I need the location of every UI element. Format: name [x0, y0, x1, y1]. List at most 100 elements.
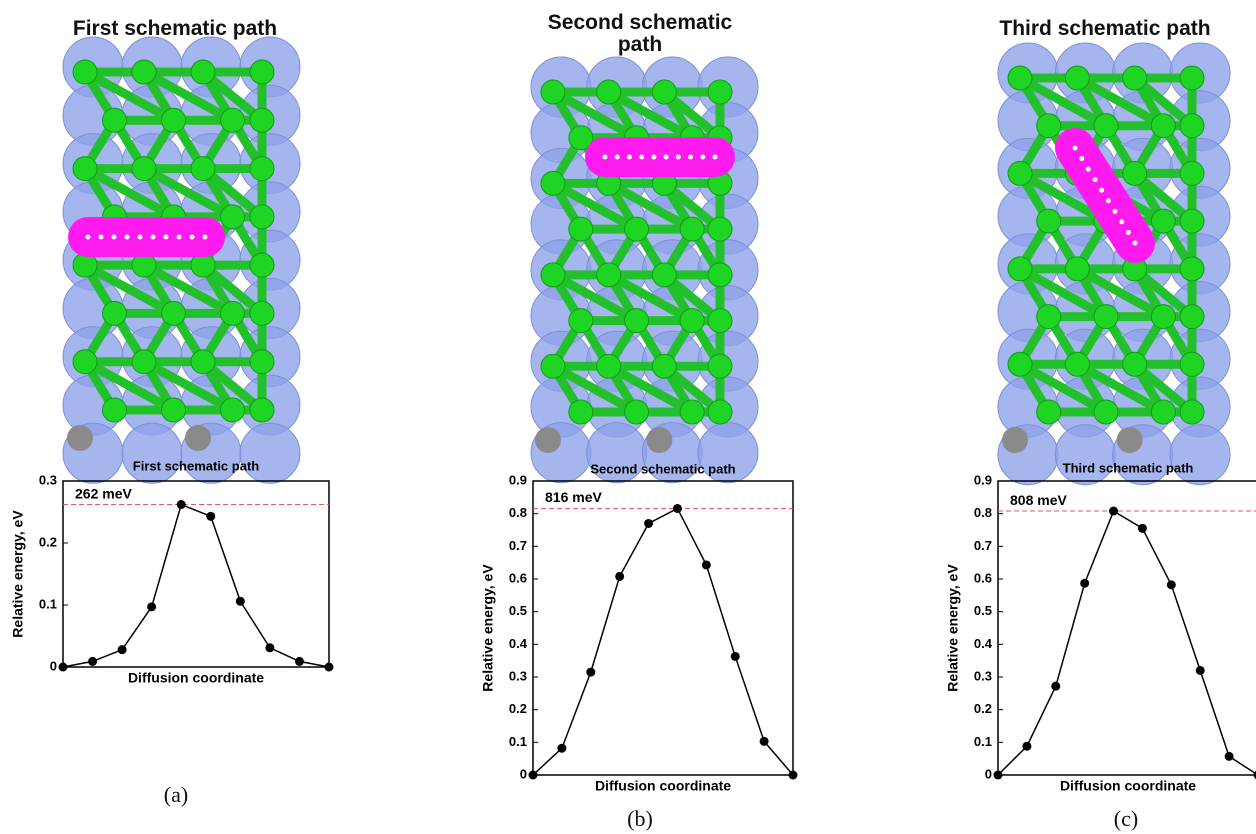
metal-atom	[161, 107, 186, 133]
path-point	[602, 154, 608, 160]
metal-atom	[624, 308, 649, 334]
path-point	[1099, 187, 1105, 193]
metal-atom	[220, 397, 245, 423]
data-point	[1224, 751, 1234, 761]
y-tick-label: 0.6	[974, 570, 992, 585]
data-point	[1022, 741, 1032, 751]
metal-atom	[679, 216, 705, 242]
path-point	[176, 234, 182, 240]
metal-atom	[1179, 351, 1205, 377]
y-tick-label: 0.4	[509, 636, 528, 651]
path-point	[651, 154, 657, 160]
metal-atom	[651, 79, 677, 105]
structure	[62, 36, 301, 484]
metal-atom	[161, 300, 186, 326]
bond	[1075, 74, 1166, 130]
data-point	[206, 511, 216, 521]
metal-atom	[596, 79, 622, 105]
path-point	[1079, 156, 1085, 162]
y-tick-label: 0.3	[509, 668, 527, 683]
x-axis-label: Diffusion coordinate	[595, 778, 731, 794]
bond	[82, 68, 176, 125]
metal-atom	[190, 349, 216, 375]
metal-atom	[190, 59, 216, 85]
path-point	[150, 234, 156, 240]
bond	[1075, 264, 1166, 321]
metal-atom	[161, 397, 186, 423]
metal-atom	[568, 125, 594, 151]
data-point	[58, 662, 68, 672]
metal-atom	[1179, 208, 1205, 234]
metal-atom	[568, 308, 594, 334]
substrate-atom	[697, 422, 759, 484]
metal-atom	[1179, 113, 1205, 139]
metal-atom	[1007, 160, 1033, 186]
metal-atom	[1064, 351, 1090, 377]
path-point	[137, 234, 143, 240]
bond	[550, 270, 639, 325]
data-point	[88, 656, 98, 666]
structure-title: Third schematic path	[999, 17, 1211, 40]
y-tick-label: 0.7	[974, 538, 992, 553]
bond	[141, 357, 235, 414]
metal-atom	[72, 156, 98, 182]
panel-label: (b)	[627, 806, 653, 831]
y-tick-label: 0	[985, 766, 992, 781]
bond	[550, 88, 639, 142]
metal-atom	[1122, 351, 1148, 377]
bond	[1017, 264, 1109, 321]
bond	[550, 362, 639, 416]
data-point	[1253, 770, 1256, 780]
bond	[141, 68, 235, 125]
y-tick-label: 0.8	[509, 505, 527, 520]
annotation: 262 meV	[75, 485, 132, 501]
data-point	[1166, 580, 1176, 590]
plot-frame	[62, 480, 330, 668]
metal-atom	[707, 262, 733, 288]
metal-atom	[1179, 304, 1205, 330]
substrate-atom	[1169, 424, 1231, 486]
metal-atom	[1179, 399, 1205, 425]
metal-atom	[1007, 256, 1033, 282]
y-tick-label: 0.4	[974, 636, 993, 651]
path-point	[626, 154, 632, 160]
data-point	[615, 571, 625, 581]
plot-frame	[532, 480, 794, 776]
metal-atom	[102, 300, 127, 326]
y-tick-label: 0	[520, 766, 527, 781]
chart-title: Third schematic path	[1063, 460, 1194, 475]
panel-label: (a)	[163, 782, 189, 807]
chart-title: Second schematic path	[590, 461, 735, 476]
metal-atom	[1179, 256, 1205, 282]
structure-title: Second schematic path	[547, 11, 733, 56]
metal-atom	[1122, 160, 1148, 186]
y-axis-label: Relative energy, eV	[480, 564, 496, 692]
path-point	[202, 234, 208, 240]
y-tick-label: 0.6	[509, 570, 527, 585]
y-tick-label: 0.2	[509, 701, 527, 716]
y-tick-label: 0.1	[509, 734, 527, 749]
data-point	[672, 503, 682, 513]
path-point	[1072, 145, 1078, 151]
data-point	[1109, 506, 1119, 516]
metal-atom	[540, 353, 566, 379]
path-point	[189, 234, 195, 240]
data-point	[265, 643, 275, 653]
metal-atom	[596, 262, 622, 288]
path-point	[111, 234, 117, 240]
metal-atom	[624, 399, 649, 425]
bond	[606, 270, 695, 325]
annotation: 816 meV	[545, 489, 602, 505]
metal-atom	[1093, 113, 1119, 139]
diffusion-path	[1055, 128, 1155, 263]
y-tick-label: 0	[50, 658, 57, 673]
metal-atom	[220, 300, 245, 326]
metal-atom	[249, 156, 275, 182]
metal-atom	[131, 59, 157, 85]
carbon-atom	[185, 425, 211, 451]
path-point	[1132, 240, 1138, 246]
data-point	[586, 667, 596, 677]
metal-atom	[249, 349, 275, 375]
metal-atom	[1093, 304, 1119, 330]
